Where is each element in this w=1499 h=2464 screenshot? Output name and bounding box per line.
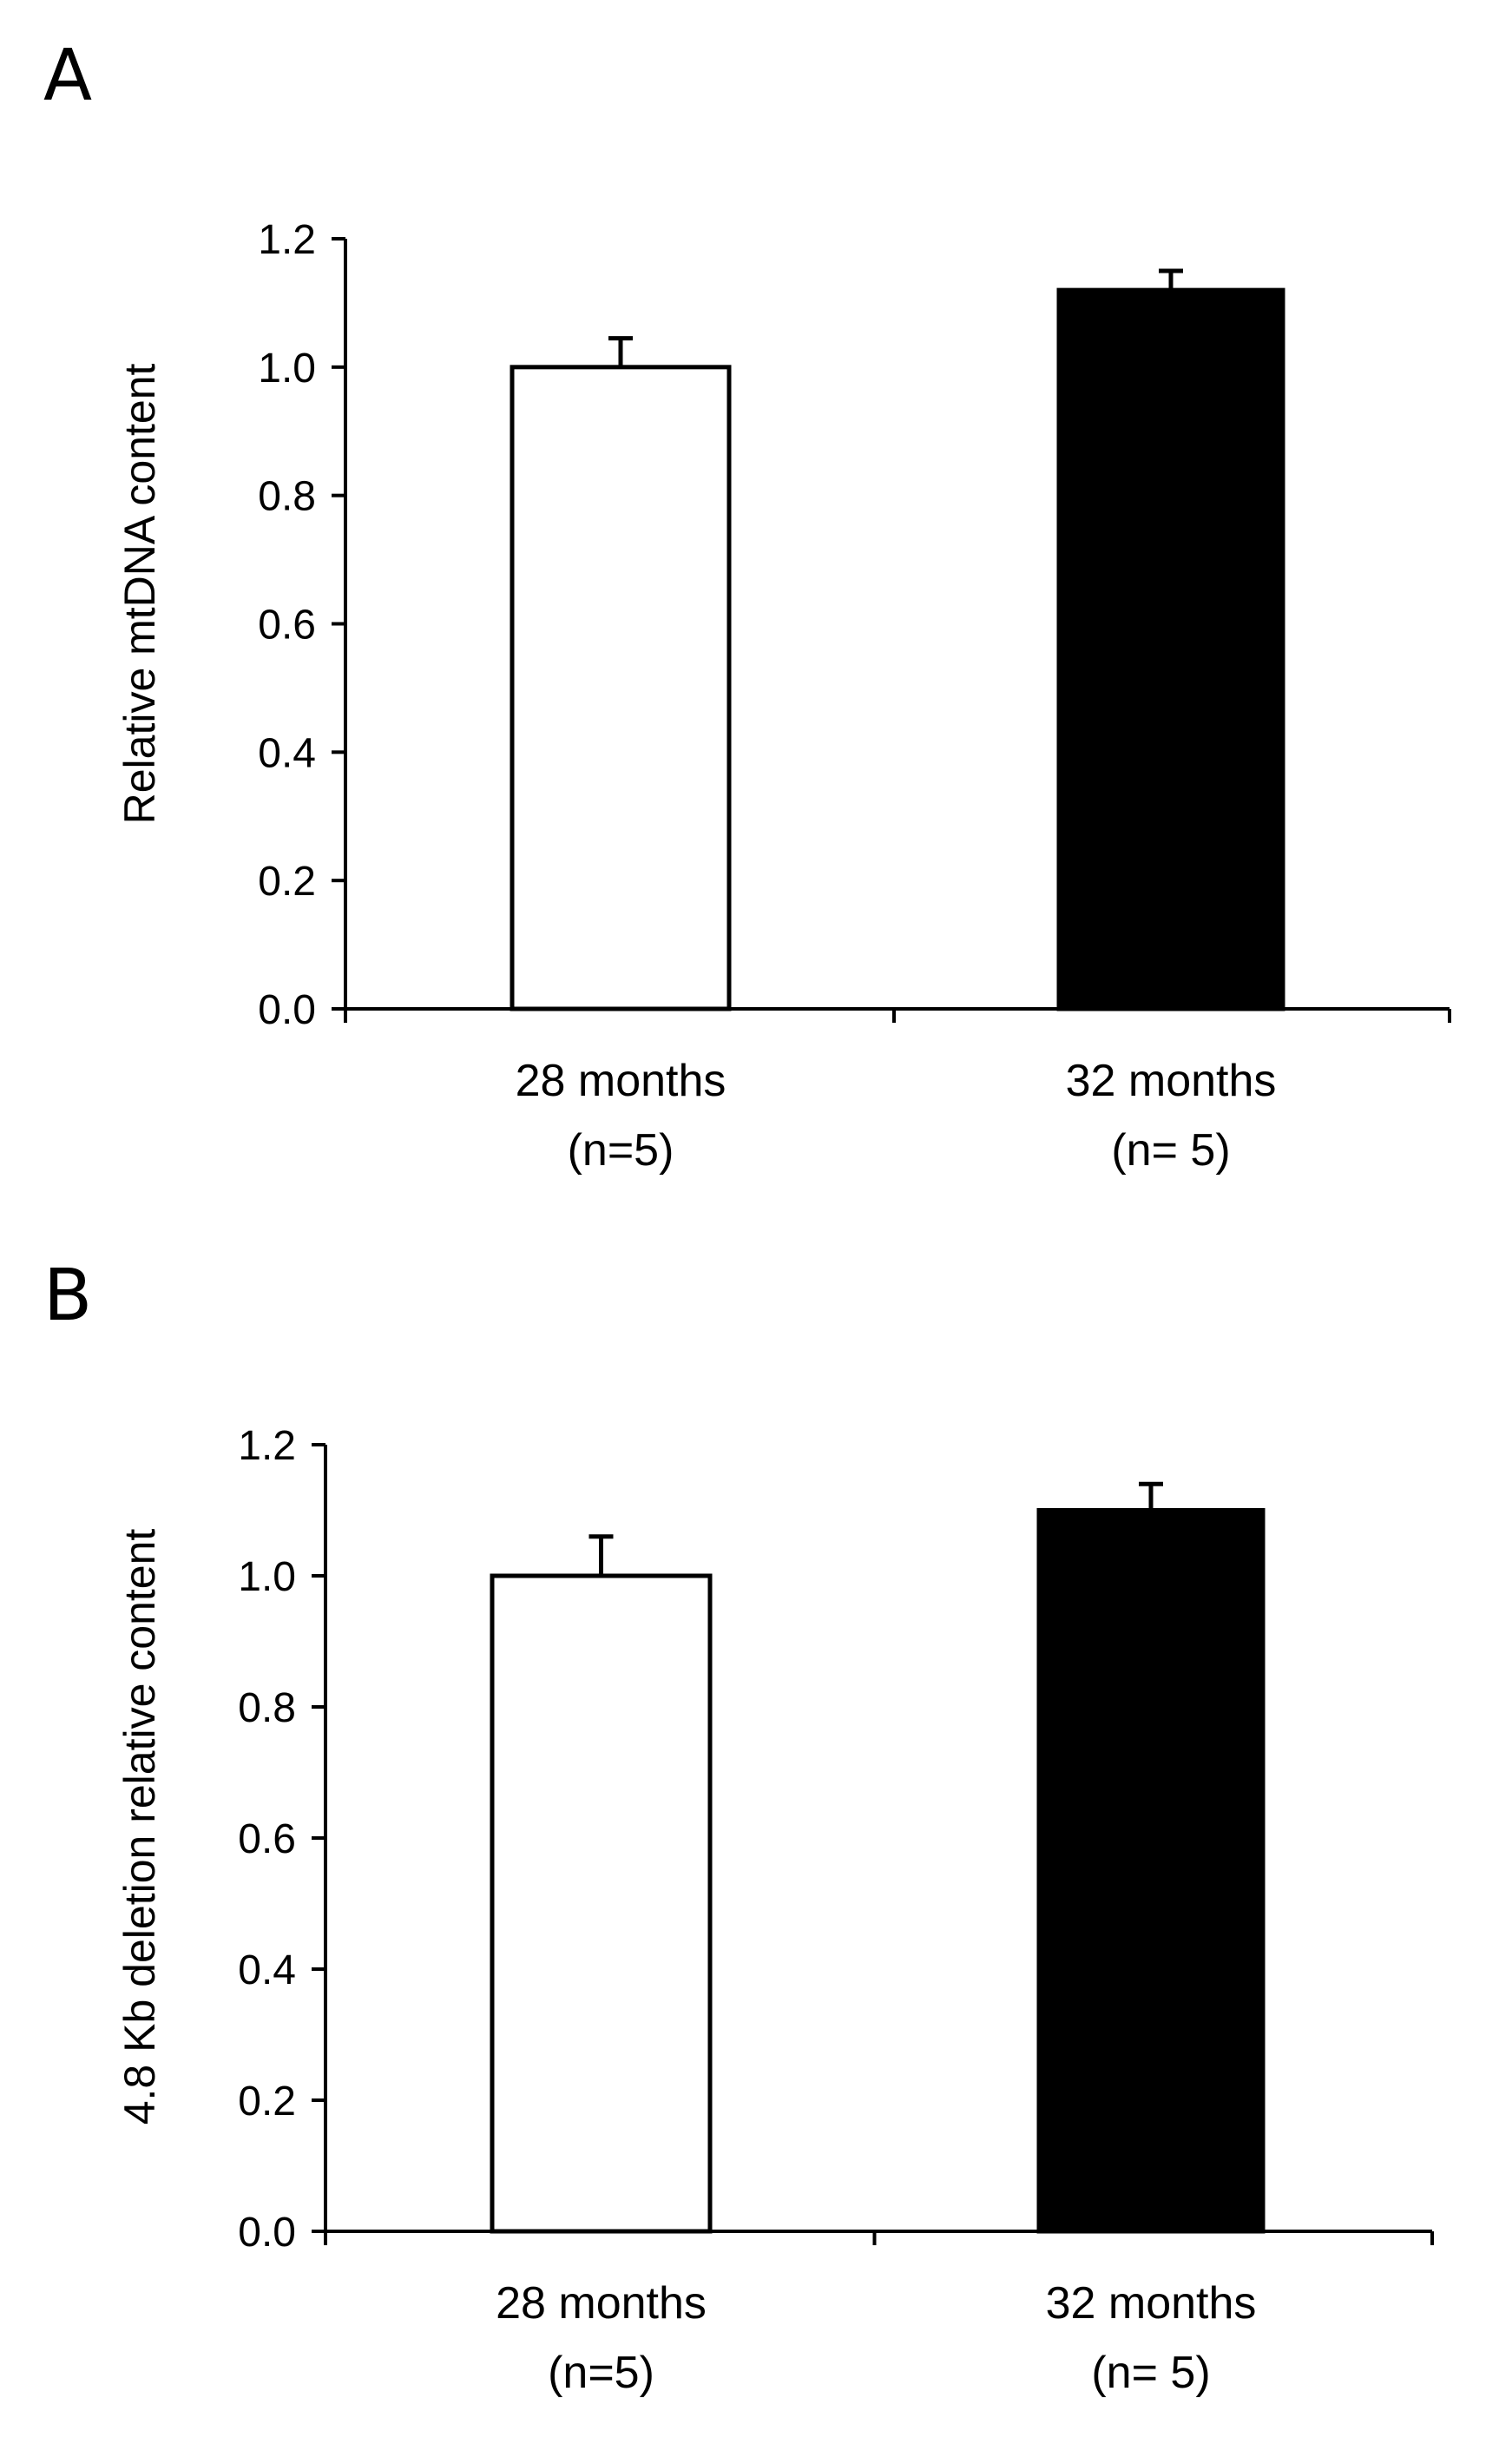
x-category-label: 32 months — [1046, 2278, 1257, 2329]
y-tick-label: 1.2 — [238, 1423, 296, 1469]
bars-a — [510, 268, 1285, 1011]
x-category-n-label: (n=5) — [568, 1125, 674, 1176]
x-category-label: 32 months — [1066, 1056, 1277, 1106]
bar-32-months — [1036, 1508, 1266, 2234]
chart-panel-a: A Relative mtDNA content 0.0 0.2 0.4 0.6 0.8… — [43, 35, 1451, 1176]
y-tick-label: 0.8 — [238, 1685, 296, 1731]
bar-28-months — [510, 365, 732, 1011]
x-category-n-label: (n= 5) — [1091, 2348, 1210, 2398]
y-tick-label: 1.0 — [238, 1554, 296, 1600]
bar-28-months — [490, 1573, 713, 2234]
panel-label-a: A — [43, 35, 92, 117]
x-categories-b: 28 months (n=5) 32 months (n= 5) — [496, 2278, 1256, 2398]
y-tick-label: 0.6 — [258, 603, 316, 649]
y-tick-label: 0.4 — [238, 1947, 296, 1993]
x-category-n-label: (n= 5) — [1111, 1125, 1230, 1176]
y-tick-label: 0.8 — [258, 474, 316, 520]
y-ticks-a: 0.0 0.2 0.4 0.6 0.8 1.0 1.2 — [258, 217, 345, 1033]
bar-32-months — [1056, 287, 1285, 1011]
chart-panel-b: B 4.8 Kb deletion relative content 0.00.… — [43, 1255, 1434, 2398]
y-tick-label: 0.2 — [238, 2079, 296, 2125]
x-category-label: 28 months — [516, 1056, 726, 1106]
y-axis-title-a: Relative mtDNA content — [115, 364, 164, 825]
y-tick-label: 0.0 — [258, 987, 316, 1033]
y-tick-label: 0.0 — [238, 2210, 296, 2256]
bars-b — [490, 1481, 1266, 2234]
y-tick-label: 0.2 — [258, 859, 316, 905]
y-axis-title-b: 4.8 Kb deletion relative content — [115, 1529, 164, 2125]
y-tick-label: 0.4 — [258, 730, 316, 776]
y-tick-label: 1.2 — [258, 217, 316, 263]
y-ticks-b: 0.0 0.2 0.4 0.6 0.8 1.0 1.2 — [238, 1423, 325, 2256]
x-categories-a: 28 months (n=5) 32 months (n= 5) — [516, 1056, 1277, 1176]
y-tick-label: 0.6 — [238, 1816, 296, 1862]
y-tick-label: 1.0 — [258, 346, 316, 392]
x-category-n-label: (n=5) — [548, 2348, 654, 2398]
panel-label-b: B — [43, 1255, 92, 1337]
x-category-label: 28 months — [496, 2278, 707, 2329]
